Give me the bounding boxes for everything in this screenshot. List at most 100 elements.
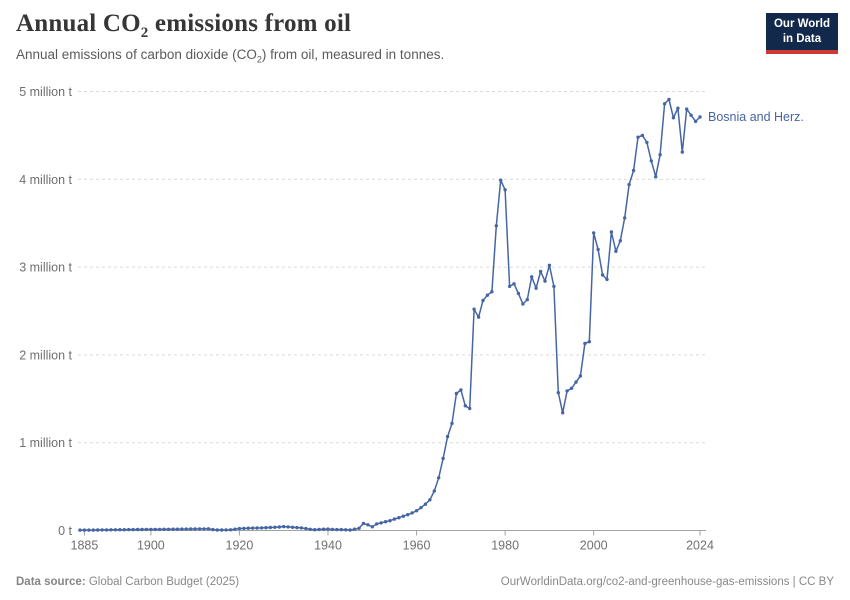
- data-point[interactable]: [268, 525, 273, 530]
- data-point[interactable]: [361, 521, 366, 526]
- data-point[interactable]: [153, 527, 157, 532]
- data-point[interactable]: [202, 527, 206, 531]
- data-point[interactable]: [233, 527, 237, 531]
- data-point[interactable]: [118, 528, 122, 532]
- data-point[interactable]: [357, 526, 361, 530]
- data-point[interactable]: [521, 302, 525, 306]
- data-point[interactable]: [512, 282, 516, 286]
- data-point[interactable]: [104, 528, 109, 532]
- data-point[interactable]: [326, 527, 330, 531]
- data-point[interactable]: [441, 456, 445, 461]
- data-point[interactable]: [468, 406, 472, 411]
- data-point[interactable]: [698, 115, 702, 119]
- data-point[interactable]: [352, 527, 357, 531]
- data-point[interactable]: [180, 527, 184, 531]
- data-point[interactable]: [450, 421, 454, 426]
- entity-label[interactable]: Bosnia and Herz.: [708, 110, 804, 124]
- data-point[interactable]: [215, 528, 219, 532]
- data-point[interactable]: [463, 404, 467, 408]
- data-point[interactable]: [538, 269, 543, 274]
- data-point[interactable]: [392, 517, 397, 521]
- data-point[interactable]: [113, 528, 118, 532]
- data-point[interactable]: [565, 389, 569, 393]
- data-point[interactable]: [640, 133, 645, 138]
- data-point[interactable]: [348, 528, 352, 532]
- data-point[interactable]: [525, 297, 529, 302]
- data-point[interactable]: [689, 113, 693, 117]
- data-point[interactable]: [251, 526, 255, 530]
- data-point[interactable]: [193, 527, 197, 531]
- data-point[interactable]: [406, 513, 410, 517]
- data-point[interactable]: [127, 527, 131, 532]
- data-point[interactable]: [636, 135, 640, 139]
- data-point[interactable]: [476, 315, 481, 319]
- data-point[interactable]: [671, 116, 676, 120]
- data-point[interactable]: [445, 434, 450, 439]
- data-point[interactable]: [224, 528, 228, 532]
- data-point[interactable]: [91, 528, 96, 532]
- data-point[interactable]: [569, 386, 574, 390]
- data-point[interactable]: [246, 526, 250, 530]
- data-point[interactable]: [321, 527, 326, 531]
- data-point[interactable]: [618, 239, 622, 243]
- data-point[interactable]: [78, 528, 82, 532]
- data-point[interactable]: [693, 119, 698, 124]
- data-point[interactable]: [228, 528, 233, 532]
- data-point[interactable]: [313, 528, 317, 532]
- data-point[interactable]: [547, 263, 552, 267]
- data-point[interactable]: [87, 528, 91, 532]
- data-point[interactable]: [587, 340, 591, 344]
- data-point[interactable]: [654, 175, 658, 179]
- data-point[interactable]: [534, 286, 538, 290]
- data-point[interactable]: [259, 526, 264, 530]
- data-point[interactable]: [171, 527, 175, 531]
- data-point[interactable]: [609, 230, 614, 234]
- data-point[interactable]: [304, 526, 308, 531]
- data-point[interactable]: [423, 502, 428, 506]
- data-point[interactable]: [308, 527, 312, 531]
- data-point[interactable]: [410, 511, 414, 515]
- data-point[interactable]: [574, 380, 578, 384]
- data-point[interactable]: [503, 188, 507, 192]
- data-point[interactable]: [507, 284, 512, 289]
- data-point[interactable]: [366, 523, 370, 527]
- data-point[interactable]: [383, 520, 388, 524]
- data-point[interactable]: [645, 140, 649, 145]
- data-point[interactable]: [282, 524, 286, 529]
- data-point[interactable]: [516, 291, 521, 296]
- data-point[interactable]: [658, 153, 662, 157]
- data-point[interactable]: [631, 168, 636, 173]
- data-point[interactable]: [499, 178, 503, 182]
- data-point[interactable]: [454, 391, 459, 396]
- data-point[interactable]: [485, 293, 490, 297]
- data-point[interactable]: [676, 106, 680, 110]
- series-line[interactable]: [79, 98, 701, 531]
- data-point[interactable]: [627, 182, 631, 187]
- data-point[interactable]: [135, 527, 140, 532]
- data-point[interactable]: [375, 522, 379, 526]
- credit-link[interactable]: OurWorldinData.org/co2-and-greenhouse-ga…: [500, 576, 834, 588]
- data-point[interactable]: [561, 411, 565, 415]
- data-point[interactable]: [175, 527, 180, 531]
- data-point[interactable]: [344, 528, 348, 532]
- data-point[interactable]: [166, 527, 171, 531]
- data-point[interactable]: [290, 525, 295, 529]
- data-point[interactable]: [662, 102, 667, 106]
- data-point[interactable]: [490, 290, 494, 294]
- data-point[interactable]: [286, 525, 290, 529]
- data-point[interactable]: [556, 391, 560, 395]
- data-point[interactable]: [277, 525, 281, 529]
- data-point[interactable]: [667, 97, 671, 102]
- data-point[interactable]: [685, 107, 689, 111]
- data-point[interactable]: [206, 527, 211, 531]
- data-point[interactable]: [96, 528, 100, 532]
- data-point[interactable]: [481, 298, 485, 303]
- data-point[interactable]: [530, 275, 534, 279]
- data-point[interactable]: [419, 506, 423, 510]
- data-point[interactable]: [158, 527, 162, 532]
- data-point[interactable]: [211, 527, 215, 532]
- data-point[interactable]: [437, 476, 441, 480]
- data-point[interactable]: [397, 516, 401, 520]
- data-point[interactable]: [122, 528, 127, 532]
